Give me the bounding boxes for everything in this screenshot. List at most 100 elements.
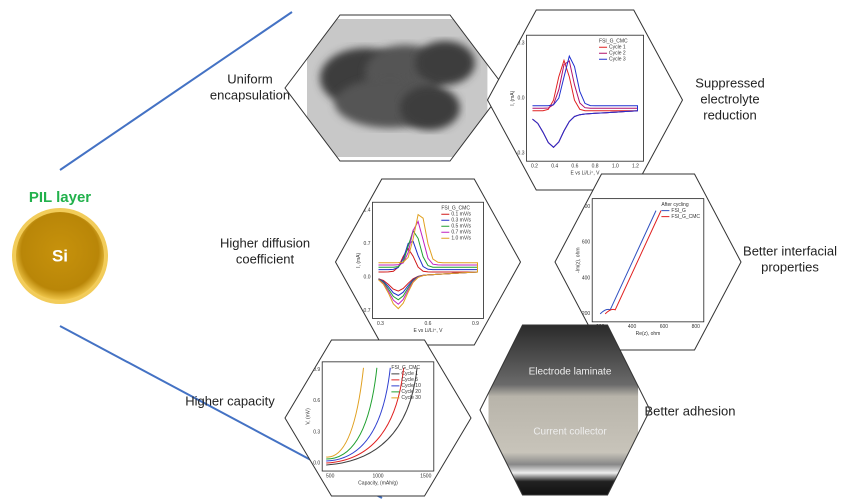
y-tick-label: 0.3	[518, 41, 525, 47]
legend-entry: Cycle 10	[401, 383, 421, 389]
panel-label: Better adhesion	[644, 403, 735, 418]
legend-entry: FSI_G	[671, 208, 686, 214]
panel-label: reduction	[703, 107, 756, 122]
plot-frame	[591, 198, 705, 323]
y-axis-label: V, (mV)	[306, 408, 312, 425]
legend-entry: Cycle 1	[401, 371, 418, 377]
x-tick-label: 0.8	[592, 164, 599, 170]
x-tick-label: 500	[326, 473, 335, 479]
x-tick-label: 1000	[372, 473, 383, 479]
sem-annotation: Current collector	[533, 427, 607, 438]
x-axis-label: Capacity, (mAh/g)	[358, 480, 398, 486]
legend-title: After cycling	[661, 202, 688, 208]
y-tick-label: 0.0	[313, 460, 320, 466]
hex-bg	[487, 10, 683, 190]
x-tick-label: 1500	[420, 473, 431, 479]
connector-line	[59, 11, 293, 171]
sem-annotation: Electrode laminate	[529, 367, 612, 378]
panel-label: Uniform	[227, 71, 273, 86]
inset-curve	[326, 367, 364, 458]
x-axis-label: E vs Li/Li⁺, V	[413, 328, 443, 334]
inset: 0.1 mV/s0.3 mV/s0.5 mV/s0.7 mV/s1.0 mV/s…	[356, 201, 484, 334]
inset-curve	[532, 54, 638, 148]
panel	[284, 14, 506, 162]
y-axis-label: I, (mA)	[510, 90, 516, 105]
panel-label: electrolyte	[700, 91, 759, 106]
y-tick-label: 800	[582, 204, 591, 210]
x-tick-label: 1.0	[612, 164, 619, 170]
x-tick-label: 0.6	[571, 164, 578, 170]
x-tick-label: 600	[660, 324, 669, 330]
y-tick-label: 0.3	[313, 429, 320, 435]
plot-frame	[526, 34, 644, 162]
y-tick-label: 0.0	[364, 274, 371, 280]
legend-entry: Cycle 20	[401, 389, 421, 395]
hex-border	[284, 339, 472, 497]
panel: 0.1 mV/s0.3 mV/s0.5 mV/s0.7 mV/s1.0 mV/s…	[334, 178, 522, 346]
panel-label: Higher capacity	[185, 393, 275, 408]
legend-entry: 0.1 mV/s	[451, 212, 471, 218]
y-tick-label: 0.9	[313, 367, 320, 373]
hex-border	[486, 9, 684, 191]
x-axis-label: Re(z), ohm	[636, 331, 661, 337]
y-tick-label: -0.7	[362, 308, 371, 314]
y-tick-label: 0.7	[364, 241, 371, 247]
inset-curve	[326, 367, 405, 464]
y-axis-label: -Im(z), ohm	[576, 247, 582, 273]
x-tick-label: 800	[692, 324, 701, 330]
y-tick-label: 600	[582, 240, 591, 246]
panel-label: properties	[761, 259, 819, 274]
panel: Electrode laminate Current collector	[479, 324, 651, 496]
legend-entry: Cycle 3	[609, 57, 626, 63]
panel-label: Better interfacial	[743, 243, 837, 258]
y-axis-label: I, (mA)	[356, 253, 362, 268]
panel-label: Suppressed	[695, 75, 764, 90]
particle	[400, 86, 460, 130]
legend-entry: 0.5 mV/s	[451, 224, 471, 230]
legend-entry: Cycle 1	[609, 45, 626, 51]
y-tick-label: 400	[582, 275, 591, 281]
x-tick-label: 0.4	[551, 164, 558, 170]
hex-border	[479, 324, 651, 496]
plot-frame	[372, 201, 484, 319]
y-tick-label: -0.3	[516, 151, 525, 157]
x-axis-label: E vs Li/Li⁺, V	[570, 171, 600, 177]
legend-title: FSI_G_CMC	[391, 365, 420, 371]
legend-entry: Cycle 5	[401, 377, 418, 383]
inset	[307, 19, 488, 157]
plot-frame	[321, 361, 435, 472]
legend-entry: 0.7 mV/s	[451, 230, 471, 236]
y-tick-label: 200	[582, 311, 591, 317]
panel-label: Higher diffusion	[220, 235, 310, 250]
y-tick-label: 1.4	[364, 208, 371, 214]
legend-entry: 1.0 mV/s	[451, 236, 471, 242]
x-tick-label: 0.2	[531, 164, 538, 170]
inset-curve	[326, 367, 418, 466]
legend-entry: Cycle 2	[609, 51, 626, 57]
shell-label: PIL layer	[29, 189, 91, 206]
x-tick-label: 0.9	[472, 321, 479, 327]
hex-bg	[555, 174, 741, 350]
legend-title: FSI_G_CMC	[441, 206, 470, 212]
x-tick-label: 0.6	[425, 321, 432, 327]
panel-label: coefficient	[236, 251, 295, 266]
x-tick-label: 0.3	[377, 321, 384, 327]
inset: Electrode laminate Current collector	[488, 325, 639, 495]
legend-entry: Cycle 30	[401, 395, 421, 401]
legend-entry: FSI_G_CMC	[671, 214, 700, 220]
y-tick-label: 0.6	[313, 398, 320, 404]
particle	[415, 41, 475, 85]
hex-bg	[335, 179, 521, 345]
inset-curve	[378, 213, 478, 310]
x-tick-label: 400	[628, 324, 637, 330]
legend-title: FSI_G_CMC	[599, 39, 628, 45]
legend-entry: 0.3 mV/s	[451, 218, 471, 224]
